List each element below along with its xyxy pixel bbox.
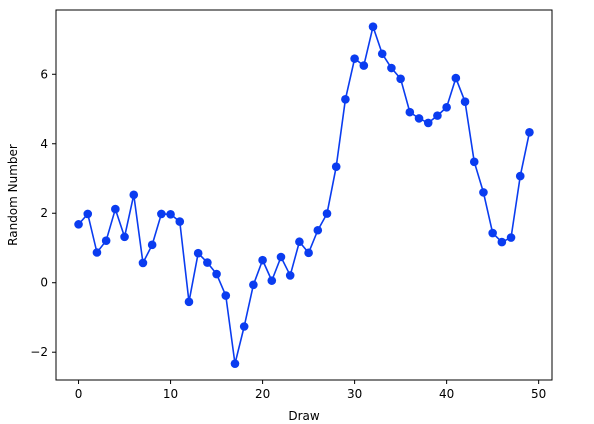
x-tick-label: 10: [163, 387, 178, 401]
data-point: [405, 107, 415, 117]
data-point: [377, 49, 387, 59]
data-point: [166, 209, 175, 219]
data-point: [313, 225, 323, 235]
data-point: [295, 237, 304, 247]
data-point: [184, 297, 194, 307]
data-point: [175, 217, 185, 226]
data-point: [433, 111, 442, 120]
data-point: [331, 162, 341, 171]
data-point: [111, 204, 120, 214]
data-point: [203, 258, 212, 267]
data-point: [285, 271, 295, 280]
x-tick-label: 30: [347, 387, 362, 401]
data-point: [488, 228, 497, 238]
data-point: [249, 280, 258, 290]
data-point: [74, 220, 83, 229]
data-point: [396, 74, 405, 84]
data-point: [276, 252, 286, 262]
x-tick-label: 20: [255, 387, 270, 401]
data-point: [147, 240, 157, 250]
data-point: [359, 61, 369, 70]
data-point: [193, 248, 203, 258]
data-point: [387, 63, 396, 73]
data-point: [212, 269, 221, 279]
y-tick-label: −2: [30, 345, 48, 359]
data-point: [267, 276, 277, 285]
data-point: [350, 54, 359, 63]
data-point: [497, 237, 507, 247]
y-tick-label: 4: [40, 137, 48, 151]
series-line: [77, 25, 531, 365]
plot-frame: [55, 9, 553, 381]
data-point: [460, 97, 470, 107]
data-point: [414, 114, 424, 123]
data-point: [479, 188, 488, 197]
data-point: [230, 359, 240, 368]
y-tick-label: 2: [40, 206, 48, 220]
data-point: [515, 171, 525, 181]
y-tick-label: 0: [40, 276, 48, 290]
data-point: [157, 209, 166, 219]
x-tick-label: 40: [439, 387, 454, 401]
data-point: [120, 232, 129, 242]
y-axis-title: Random Number: [6, 144, 20, 246]
data-point: [138, 258, 148, 268]
x-axis-ticks: 0 10 20 30 40 50: [75, 380, 546, 401]
x-tick-label: 0: [75, 387, 83, 401]
data-point: [239, 322, 249, 331]
data-point: [322, 209, 332, 218]
data-point: [506, 233, 516, 242]
data-point: [368, 22, 378, 31]
data-point: [469, 157, 479, 167]
data-point: [304, 248, 313, 258]
data-point: [451, 73, 461, 83]
data-point: [221, 291, 231, 300]
x-tick-label: 50: [531, 387, 546, 401]
y-tick-label: 6: [40, 67, 48, 81]
data-point: [129, 190, 139, 200]
plot-layer: [74, 22, 534, 368]
data-point: [525, 127, 534, 137]
data-point: [423, 118, 433, 128]
data-point: [442, 102, 451, 112]
data-point: [341, 94, 350, 104]
data-point: [258, 255, 267, 265]
data-point: [92, 248, 102, 257]
y-axis-ticks: −2 0 2 4 6: [30, 67, 56, 359]
data-point: [83, 209, 93, 219]
data-point: [101, 236, 111, 245]
x-axis-title: Draw: [288, 409, 320, 423]
